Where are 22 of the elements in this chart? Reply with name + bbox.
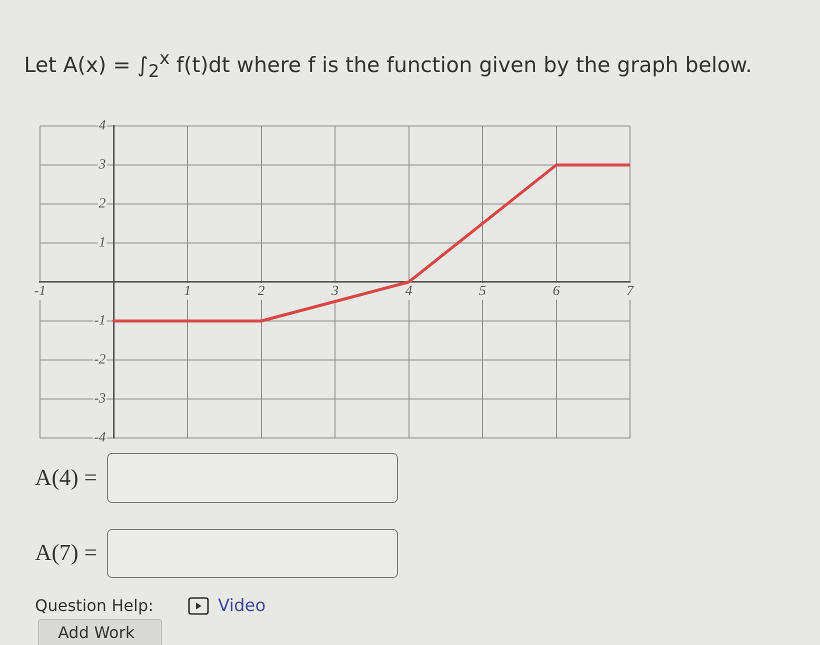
y-tick-label: -2 xyxy=(94,352,106,368)
y-tick-label: 3 xyxy=(98,158,106,173)
y-tick-label: 2 xyxy=(98,196,106,212)
x-tick-label: 4 xyxy=(405,284,412,300)
chart-title: Let A(x) = ∫$_{2}$$^{x}$ f(t)dt where f is the function given by the graph below. xyxy=(24,48,752,84)
x-tick-label: 2 xyxy=(258,284,265,300)
y-tick-label: -4 xyxy=(94,430,106,446)
y-tick-label: 1 xyxy=(98,236,106,251)
text: A(7) = xyxy=(35,539,98,567)
text: Video xyxy=(218,596,266,616)
x-tick-label: 6 xyxy=(552,284,560,300)
x-tick-label: 1 xyxy=(184,284,191,300)
text: Add Work xyxy=(58,623,135,643)
text: A(4) = xyxy=(35,464,98,492)
x-tick-label: 5 xyxy=(479,284,486,300)
y-tick-label: -3 xyxy=(94,392,106,407)
x-tick-label: -1 xyxy=(34,284,46,300)
y-tick-label: 4 xyxy=(98,118,106,134)
y-tick-label: -1 xyxy=(94,314,106,329)
text: Question Help: xyxy=(35,596,154,616)
x-tick-label: 7 xyxy=(626,284,634,300)
x-tick-label: 3 xyxy=(330,284,338,300)
